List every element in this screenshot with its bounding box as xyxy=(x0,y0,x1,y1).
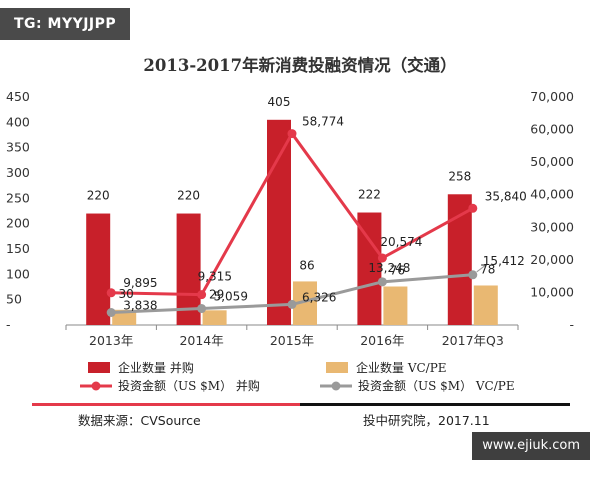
y-left-tick-label: 400 xyxy=(6,114,30,129)
bar-vcpe-count xyxy=(202,310,227,325)
y-right-tick-label: - xyxy=(569,317,574,332)
x-tick-label: 2013年 xyxy=(89,333,133,348)
y-right-tick-label: 40,000 xyxy=(530,187,574,202)
line-ma-amount-point xyxy=(468,203,478,213)
watermark-bottom: www.ejiuk.com xyxy=(472,432,590,460)
y-left-tick-label: 100 xyxy=(6,266,30,281)
line-vcpe-amount-point xyxy=(197,304,207,314)
bar-ma-count-label: 222 xyxy=(358,188,381,202)
legend-marker-ma-amount xyxy=(91,381,101,391)
y-left-tick-label: 450 xyxy=(6,89,30,104)
footer-credit: 投中研究院，2017.11 xyxy=(363,413,490,428)
bar-ma-count xyxy=(86,213,111,325)
line-vcpe-amount-point xyxy=(106,307,116,317)
line-ma-amount-line xyxy=(111,132,474,297)
line-ma-amount-point xyxy=(287,129,297,139)
y-left-tick-label: 200 xyxy=(6,216,30,231)
lines xyxy=(106,129,478,317)
footer-source: 数据来源：CVSource xyxy=(78,413,201,428)
bar-vcpe-count xyxy=(473,285,498,325)
y-right-tick-label: 10,000 xyxy=(530,284,574,299)
y-left-tick-label: 350 xyxy=(6,140,30,155)
bar-ma-count xyxy=(267,119,291,325)
x-tick-label: 2014年 xyxy=(179,333,223,348)
y-left-tick-label: 300 xyxy=(6,165,30,180)
watermark-top: TG: MYYJJPP xyxy=(0,8,131,40)
bar-vcpe-count xyxy=(383,286,408,325)
bar-vcpe-count-label: 76 xyxy=(390,263,405,277)
footer-rules xyxy=(32,403,570,406)
x-tick-label: 2017年Q3 xyxy=(442,333,504,348)
y-left-tick-label: 150 xyxy=(6,241,30,256)
legend-swatch-vcpe-count xyxy=(326,362,348,373)
bar-ma-count xyxy=(176,213,201,325)
line-vcpe-amount-point xyxy=(468,270,478,280)
line-ma-amount-point xyxy=(377,253,387,263)
legend-label-vcpe-amount: 投资金额（US $M） VC/PE xyxy=(358,378,515,393)
bar-vcpe-count-label: 86 xyxy=(299,258,314,272)
y-right-tick-label: 20,000 xyxy=(530,252,574,267)
y-left-tick-label: 50 xyxy=(6,292,22,307)
line-ma-amount-point xyxy=(197,290,207,300)
line-ma-amount-point xyxy=(106,288,116,298)
x-tick-label: 2015年 xyxy=(270,333,314,348)
legend: 企业数量 并购 企业数量 VC/PE 投资金额（US $M） 并购 投资金额（US $… xyxy=(80,360,515,393)
bar-ma-count-label: 220 xyxy=(87,189,110,203)
legend-label-ma-amount: 投资金额（US $M） 并购 xyxy=(118,378,260,393)
rule-red xyxy=(32,403,300,406)
y-right-tick-label: 60,000 xyxy=(530,122,574,137)
line-vcpe-amount-label: 6,326 xyxy=(302,290,336,304)
line-ma-amount-label: 20,574 xyxy=(380,235,422,249)
line-vcpe-amount-point xyxy=(287,299,297,309)
rule-black xyxy=(300,403,570,406)
bar-vcpe-count-label: 30 xyxy=(119,287,134,301)
label-leader xyxy=(476,265,486,273)
line-vcpe-amount-label: 13,248 xyxy=(368,261,410,275)
bar-ma-count-label: 405 xyxy=(268,95,291,109)
y-right-tick-label: 30,000 xyxy=(530,219,574,234)
line-vcpe-amount-point xyxy=(377,277,387,287)
legend-label-ma-count: 企业数量 并购 xyxy=(118,360,194,375)
line-ma-amount-label: 9,895 xyxy=(123,276,157,290)
bar-ma-count-label: 258 xyxy=(448,169,471,183)
legend-marker-vcpe-amount xyxy=(331,381,341,391)
axes: 2013年 2014年 2015年 2016年 2017年Q3 - 50 100 150 200 2… xyxy=(6,89,574,348)
line-ma-amount-label: 9,315 xyxy=(198,270,232,284)
y-left-tick-label: 250 xyxy=(6,190,30,205)
line-vcpe-amount-label: 15,412 xyxy=(483,254,525,268)
line-ma-amount-label: 35,840 xyxy=(485,189,527,203)
line-vcpe-amount-label: 3,838 xyxy=(123,298,157,312)
legend-swatch-ma-count xyxy=(88,362,110,373)
y-right-tick-label: 50,000 xyxy=(530,154,574,169)
line-ma-amount-label: 58,774 xyxy=(302,115,344,129)
line-vcpe-amount-label: 5,059 xyxy=(214,290,248,304)
y-right-tick-label: 70,000 xyxy=(530,89,574,104)
y-left-tick-label: - xyxy=(6,317,11,332)
x-tick-label: 2016年 xyxy=(360,333,404,348)
chart-title: 2013-2017年新消费投融资情况（交通） xyxy=(143,55,456,75)
bar-vcpe-count-label: 29 xyxy=(209,287,224,301)
legend-label-vcpe-count: 企业数量 VC/PE xyxy=(356,360,447,375)
bar-ma-count-label: 220 xyxy=(177,189,200,203)
